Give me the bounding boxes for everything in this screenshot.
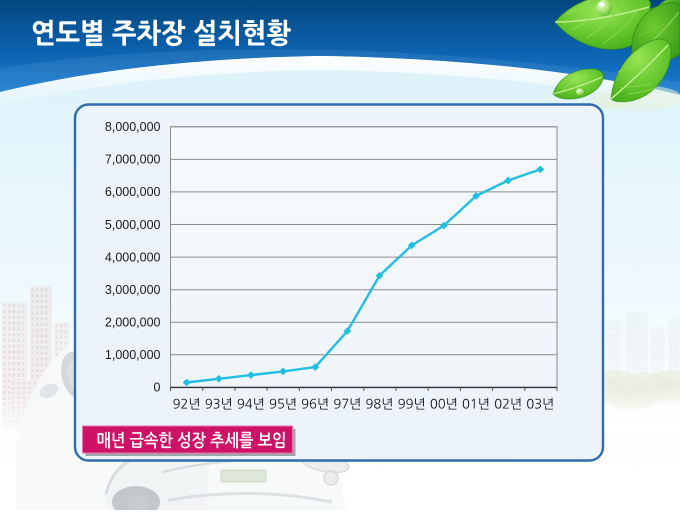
- svg-text:2,000,000: 2,000,000: [105, 316, 161, 330]
- svg-text:3,000,000: 3,000,000: [105, 283, 161, 297]
- svg-text:6,000,000: 6,000,000: [105, 185, 161, 199]
- svg-text:0: 0: [154, 381, 161, 395]
- svg-text:8,000,000: 8,000,000: [105, 120, 161, 134]
- svg-text:1,000,000: 1,000,000: [105, 348, 161, 362]
- svg-text:4,000,000: 4,000,000: [105, 250, 161, 264]
- svg-text:7,000,000: 7,000,000: [105, 153, 161, 167]
- svg-text:5,000,000: 5,000,000: [105, 218, 161, 232]
